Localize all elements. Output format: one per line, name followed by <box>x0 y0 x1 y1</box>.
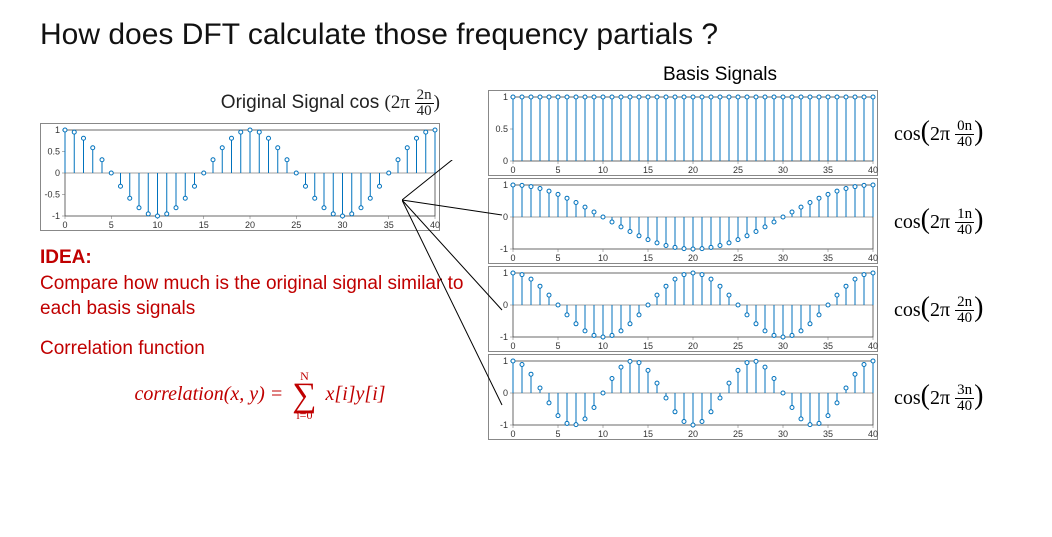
orig-formula-den: 40 <box>415 104 434 119</box>
svg-text:30: 30 <box>778 429 788 439</box>
basis-signals-title: Basis Signals <box>428 64 1012 86</box>
svg-text:25: 25 <box>733 253 743 263</box>
svg-text:0: 0 <box>55 168 60 178</box>
svg-text:0: 0 <box>510 429 515 439</box>
idea-text: Compare how much is the original signal … <box>40 273 463 320</box>
svg-text:-1: -1 <box>52 211 60 221</box>
svg-text:35: 35 <box>384 220 394 230</box>
svg-text:30: 30 <box>778 165 788 175</box>
svg-text:35: 35 <box>823 341 833 351</box>
svg-text:10: 10 <box>598 341 608 351</box>
basis-formula: cos(2π 1n40) <box>894 204 983 239</box>
svg-text:0: 0 <box>503 156 508 166</box>
svg-text:0.5: 0.5 <box>47 147 60 157</box>
basis-row: -1010510152025303540cos(2π 1n40) <box>488 178 1012 264</box>
svg-text:30: 30 <box>778 341 788 351</box>
svg-text:25: 25 <box>291 220 301 230</box>
svg-text:5: 5 <box>555 165 560 175</box>
svg-text:40: 40 <box>868 429 878 439</box>
svg-text:10: 10 <box>598 165 608 175</box>
svg-text:40: 40 <box>430 220 440 230</box>
svg-text:5: 5 <box>109 220 114 230</box>
svg-text:1: 1 <box>55 125 60 135</box>
basis-row: -1010510152025303540cos(2π 3n40) <box>488 354 1012 440</box>
svg-text:0: 0 <box>510 341 515 351</box>
svg-text:15: 15 <box>199 220 209 230</box>
svg-text:0: 0 <box>503 212 508 222</box>
basis-formula: cos(2π 2n40) <box>894 292 983 327</box>
basis-row: -1010510152025303540cos(2π 2n40) <box>488 266 1012 352</box>
svg-text:0: 0 <box>62 220 67 230</box>
correlation-label: Correlation function <box>40 338 480 360</box>
content-area: Original Signal cos (2π 2n 40 ) -1-0.500… <box>40 64 1012 442</box>
svg-text:40: 40 <box>868 253 878 263</box>
basis-plot: -1010510152025303540 <box>488 266 878 352</box>
svg-text:1: 1 <box>503 180 508 190</box>
svg-text:1: 1 <box>503 92 508 102</box>
svg-text:40: 40 <box>868 165 878 175</box>
svg-text:0.5: 0.5 <box>495 124 508 134</box>
orig-label-text: Original Signal cos <box>221 92 379 113</box>
svg-text:-0.5: -0.5 <box>44 190 60 200</box>
basis-formula: cos(2π 0n40) <box>894 116 983 151</box>
svg-text:20: 20 <box>688 165 698 175</box>
slide-title: How does DFT calculate those frequency p… <box>40 18 1012 52</box>
basis-row: 00.510510152025303540cos(2π 0n40) <box>488 90 1012 176</box>
slide: How does DFT calculate those frequency p… <box>0 0 1052 537</box>
basis-container: 00.510510152025303540cos(2π 0n40)-101051… <box>488 90 1012 440</box>
svg-text:30: 30 <box>778 253 788 263</box>
svg-text:0: 0 <box>510 253 515 263</box>
svg-text:5: 5 <box>555 253 560 263</box>
svg-text:20: 20 <box>688 253 698 263</box>
original-plot-svg: -1-0.500.510510152025303540 <box>41 124 441 232</box>
idea-block: IDEA: Compare how much is the original s… <box>40 245 480 322</box>
svg-text:35: 35 <box>823 429 833 439</box>
formula-body: x[i]y[i] <box>326 383 386 405</box>
svg-text:5: 5 <box>555 429 560 439</box>
svg-text:15: 15 <box>643 341 653 351</box>
orig-formula-num: 2n <box>415 88 434 104</box>
left-column: Original Signal cos (2π 2n 40 ) -1 -0.5 0 0… <box>40 64 480 442</box>
svg-text:15: 15 <box>643 429 653 439</box>
original-signal-plot: -1-0.500.510510152025303540 <box>40 123 440 231</box>
svg-text:15: 15 <box>643 253 653 263</box>
basis-plot: 00.510510152025303540 <box>488 90 878 176</box>
svg-text:25: 25 <box>733 341 743 351</box>
basis-formula: cos(2π 3n40) <box>894 380 983 415</box>
svg-text:20: 20 <box>688 341 698 351</box>
svg-text:0: 0 <box>503 388 508 398</box>
svg-text:5: 5 <box>555 341 560 351</box>
svg-text:10: 10 <box>152 220 162 230</box>
svg-text:10: 10 <box>598 253 608 263</box>
svg-text:30: 30 <box>337 220 347 230</box>
svg-text:-1: -1 <box>500 332 508 342</box>
svg-text:35: 35 <box>823 165 833 175</box>
right-column: Basis Signals 00.510510152025303540cos(2… <box>488 64 1012 442</box>
svg-text:35: 35 <box>823 253 833 263</box>
svg-text:25: 25 <box>733 165 743 175</box>
svg-text:1: 1 <box>503 356 508 366</box>
formula-lhs: correlation(x, y) = <box>134 383 283 405</box>
orig-formula: (2π 2n 40 ) <box>385 92 441 113</box>
svg-text:20: 20 <box>245 220 255 230</box>
correlation-formula: correlation(x, y) = N ∑ i=0 x[i]y[i] <box>40 370 480 421</box>
svg-text:15: 15 <box>643 165 653 175</box>
basis-plot: -1010510152025303540 <box>488 178 878 264</box>
idea-heading: IDEA: <box>40 247 92 268</box>
original-signal-label: Original Signal cos (2π 2n 40 ) <box>40 88 440 119</box>
svg-text:0: 0 <box>503 300 508 310</box>
svg-text:-1: -1 <box>500 244 508 254</box>
basis-plot: -1010510152025303540 <box>488 354 878 440</box>
svg-text:0: 0 <box>510 165 515 175</box>
svg-text:40: 40 <box>868 341 878 351</box>
svg-text:-1: -1 <box>500 420 508 430</box>
svg-text:10: 10 <box>598 429 608 439</box>
svg-text:25: 25 <box>733 429 743 439</box>
svg-text:1: 1 <box>503 268 508 278</box>
svg-text:20: 20 <box>688 429 698 439</box>
